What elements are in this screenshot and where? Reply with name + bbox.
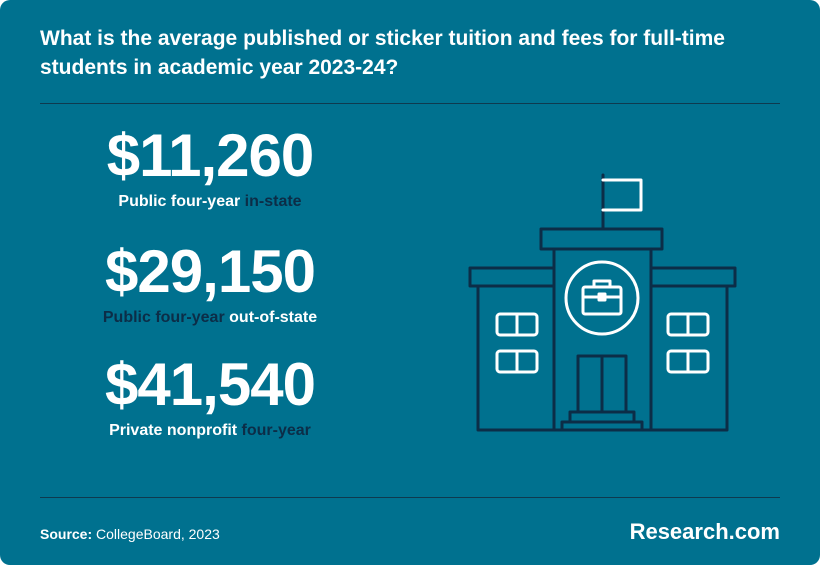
stat-label-highlight: Public four-year — [102, 309, 225, 326]
stat-label: Public four-year out-of-state — [60, 308, 360, 328]
stat-value: $11,260 — [106, 122, 315, 189]
stat-label-part: Public four-year — [118, 193, 241, 210]
stat-label: Public four-year in-state — [60, 192, 360, 212]
source-note: Source: CollegeBoard, 2023 — [40, 525, 220, 543]
source-text: CollegeBoard, 2023 — [96, 526, 220, 542]
stat-public-out-of-state: $29,150 Public four-year out-of-state — [60, 240, 360, 328]
page-title: What is the average published or sticker… — [40, 27, 725, 79]
school-building-icon — [468, 173, 737, 432]
stat-value: $29,150 — [105, 238, 316, 305]
stat-label-highlight: four-year — [241, 422, 311, 439]
bottom-divider — [40, 497, 780, 498]
source-label: Source: — [40, 526, 93, 542]
top-divider — [40, 103, 780, 104]
stat-private-nonprofit: $41,540 Private nonprofit four-year — [60, 353, 360, 441]
brand-logo: Research.com — [629, 519, 780, 544]
stat-label-part: out-of-state — [229, 309, 318, 326]
stat-label-highlight: in-state — [244, 193, 302, 210]
stat-value: $41,540 — [105, 351, 316, 418]
stat-public-in-state: $11,260 Public four-year in-state — [60, 124, 360, 212]
stat-label-part: Private nonprofit — [109, 422, 238, 439]
stat-label: Private nonprofit four-year — [60, 421, 360, 441]
